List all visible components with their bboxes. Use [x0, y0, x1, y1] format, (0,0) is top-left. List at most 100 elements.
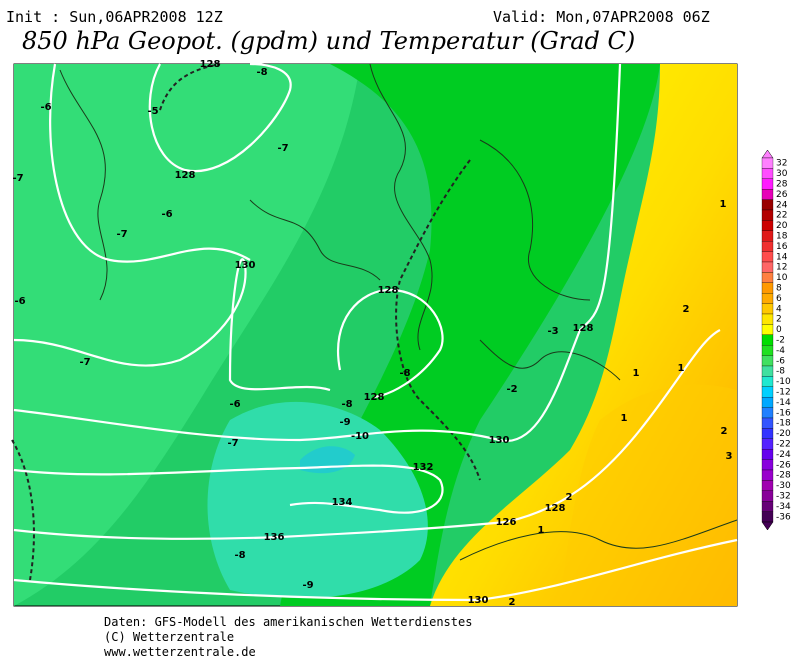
map-area: [11, 62, 738, 607]
contour-label: 128: [200, 59, 221, 70]
colorbar-label: -36: [776, 512, 791, 522]
colorbar-cell: [761, 397, 774, 408]
colorbar-label: 8: [776, 284, 782, 294]
colorbar-label: -6: [776, 356, 785, 366]
contour-label: 3: [726, 451, 733, 462]
colorbar-label: -8: [776, 367, 785, 377]
contour-label: -8: [341, 399, 352, 410]
colorbar-label: -28: [776, 471, 791, 481]
colorbar-cell: [761, 469, 774, 481]
colorbar-label: 16: [776, 242, 788, 252]
contour-label: -8: [399, 368, 410, 379]
colorbar-label: -34: [776, 502, 791, 512]
colorbar-cell: [761, 376, 774, 387]
colorbar-label: -14: [776, 398, 791, 408]
contour-label: 128: [364, 392, 385, 403]
colorbar-cell: [761, 345, 774, 356]
colorbar-label: 2: [776, 315, 782, 325]
contour-label: 136: [264, 532, 285, 543]
colorbar-label: -20: [776, 429, 791, 439]
contour-label: -6: [40, 102, 51, 113]
colorbar-cell: [761, 501, 774, 512]
contour-label: 1: [538, 525, 545, 536]
contour-label: -9: [339, 417, 350, 428]
contour-label: 1: [633, 368, 640, 379]
contour-label: 1: [720, 199, 727, 210]
contour-label: 2: [509, 597, 516, 608]
colorbar-label: -2: [776, 336, 785, 346]
colorbar-label: -30: [776, 481, 791, 491]
contour-label: -6: [161, 209, 172, 220]
colorbar-label: 20: [776, 221, 788, 231]
colorbar-label: -32: [776, 492, 791, 502]
contour-label: -9: [302, 580, 313, 591]
contour-label: -6: [14, 296, 25, 307]
colorbar-label: 4: [776, 304, 782, 314]
contour-label: 128: [573, 323, 594, 334]
colorbar-cell: [761, 251, 774, 263]
colorbar-label: 6: [776, 294, 782, 304]
valid-time: Valid: Mon,07APR2008 06Z: [493, 8, 710, 26]
colorbar-cell: [761, 386, 774, 398]
colorbar-label: -10: [776, 377, 791, 387]
colorbar-cell: [761, 324, 774, 335]
contour-label: -5: [147, 106, 158, 117]
colorbar-label: 22: [776, 211, 787, 221]
colorbar-cell: [761, 313, 774, 325]
contour-label: 1: [621, 413, 628, 424]
colorbar-label: 32: [776, 159, 787, 169]
colorbar-cell: [761, 168, 774, 179]
colorbar-label: -12: [776, 388, 791, 398]
colorbar-label: 10: [776, 273, 788, 283]
colorbar-cell: [761, 241, 774, 252]
contour-label: -7: [277, 143, 288, 154]
colorbar-top-arrow: [761, 149, 774, 159]
contour-label: 132: [413, 462, 434, 473]
colorbar-cell: [761, 230, 774, 242]
colorbar-cell: [761, 490, 774, 502]
colorbar-label: 0: [776, 325, 782, 335]
colorbar-label: -18: [776, 419, 791, 429]
contour-label: 2: [566, 492, 573, 503]
colorbar-cell: [761, 365, 774, 377]
contour-label: 130: [235, 260, 256, 271]
colorbar-cell: [761, 480, 774, 491]
colorbar-label: -4: [776, 346, 785, 356]
map-title: 850 hPa Geopot. (gpdm) und Temperatur (G…: [22, 27, 635, 55]
contour-label: 1: [678, 363, 685, 374]
contour-label: 128: [175, 170, 196, 181]
colorbar-cell: [761, 511, 774, 523]
contour-label: -10: [351, 431, 369, 442]
colorbar-label: 28: [776, 180, 788, 190]
contour-label: -3: [547, 326, 558, 337]
contour-label: -2: [506, 384, 517, 395]
colorbar-cell: [761, 199, 774, 211]
colorbar-cell: [761, 261, 774, 273]
contour-label: 134: [332, 497, 353, 508]
contour-label: -7: [116, 229, 127, 240]
colorbar-label: 14: [776, 252, 788, 262]
colorbar-cell: [761, 355, 774, 367]
colorbar-cell: [761, 157, 774, 169]
contour-label: 2: [721, 426, 728, 437]
colorbar-cell: [761, 428, 774, 439]
contour-label: -7: [12, 173, 23, 184]
contour-label: 130: [489, 435, 510, 446]
colorbar-cell: [761, 334, 774, 346]
colorbar-cell: [761, 438, 774, 450]
colorbar-cell: [761, 293, 774, 304]
footer-copyright: (C) Wetterzentrale: [104, 630, 234, 644]
colorbar-cell: [761, 209, 774, 221]
colorbar-label: 12: [776, 263, 787, 273]
contour-label: 128: [545, 503, 566, 514]
colorbar-label: -26: [776, 460, 791, 470]
colorbar-cell: [761, 189, 774, 200]
colorbar-cell: [761, 220, 774, 231]
footer-url: www.wetterzentrale.de: [104, 645, 256, 659]
contour-label: 126: [496, 517, 517, 528]
isolines: [13, 62, 738, 602]
colorbar-label: -24: [776, 450, 791, 460]
colorbar-cell: [761, 272, 774, 283]
contour-label: -6: [229, 399, 240, 410]
colorbar-cell: [761, 303, 774, 315]
